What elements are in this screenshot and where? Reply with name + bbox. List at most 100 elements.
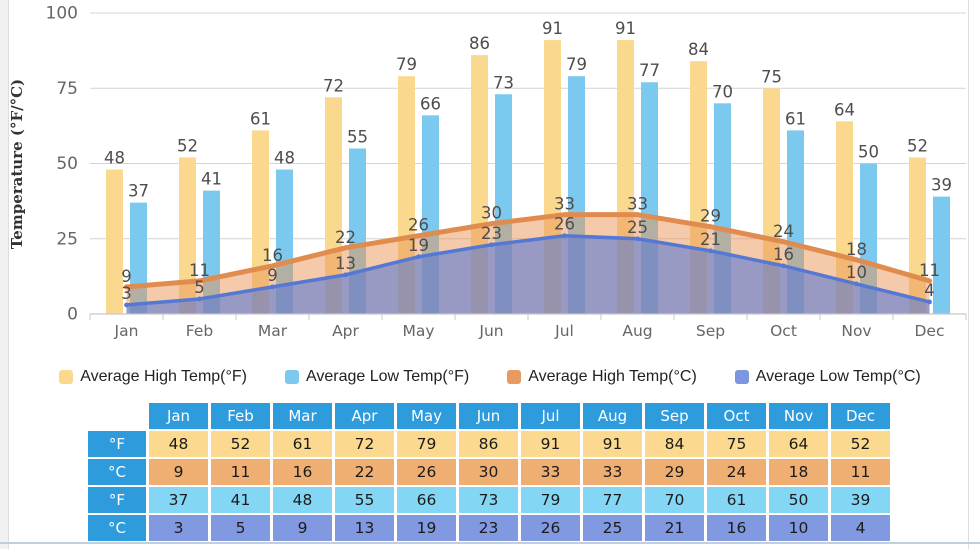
value-label: 16 [262, 246, 283, 265]
table-cell: 52 [211, 431, 270, 457]
table-cell: 33 [521, 459, 580, 485]
table-cell: 77 [583, 487, 642, 513]
area-low-c-point [781, 263, 786, 269]
axes: Jan Feb Mar Apr May Jun Jul Aug Sep Oct Nov Dec [89, 313, 967, 340]
value-label: 11 [189, 261, 210, 280]
table-cell: 33 [583, 459, 642, 485]
table-header-cell: Jan [149, 403, 208, 429]
value-label: 11 [919, 261, 940, 280]
page-left-border [0, 0, 9, 549]
table-cell: 26 [397, 459, 456, 485]
table-cell: 79 [521, 487, 580, 513]
area-series [124, 212, 932, 314]
area-low-c-point [708, 248, 713, 254]
table-header-cell: May [397, 403, 456, 429]
value-label: 23 [481, 224, 502, 243]
value-label: 37 [128, 182, 149, 201]
table-cell: 9 [273, 515, 332, 541]
bar-high-f[interactable] [179, 157, 196, 314]
legend-item-high-f[interactable]: Average High Temp(°F) [59, 368, 247, 386]
y-tick-label: 0 [67, 305, 78, 325]
table-cell: 37 [149, 487, 208, 513]
area-high-c-line[interactable] [124, 212, 932, 290]
table-cell: 11 [831, 459, 890, 485]
table-header-cell: Oct [707, 403, 766, 429]
x-tick-label: Mar [258, 322, 288, 340]
row-label-cell: °F [88, 487, 146, 513]
table-cell: 41 [211, 487, 270, 513]
value-label: 61 [785, 109, 806, 128]
value-label: 79 [396, 55, 417, 74]
table-cell: 24 [707, 459, 766, 485]
legend-swatch-icon [507, 370, 522, 384]
area-low-c-line[interactable] [124, 233, 932, 307]
legend-item-low-f[interactable]: Average Low Temp(°F) [285, 368, 469, 386]
area-low-c-point [927, 299, 932, 305]
bar-low-f[interactable] [933, 196, 950, 314]
row-label-cell: °C [88, 459, 146, 485]
area-low-c-point [197, 296, 202, 302]
value-label: 26 [554, 215, 575, 234]
legend-item-high-c[interactable]: Average High Temp(°C) [507, 368, 697, 386]
bar-high-f[interactable] [106, 169, 123, 314]
value-label: 25 [627, 218, 648, 237]
area-high-c-point [489, 221, 494, 227]
legend-item-low-c[interactable]: Average Low Temp(°C) [734, 368, 921, 386]
table-cell: 79 [397, 431, 456, 457]
table-cell: 16 [707, 515, 766, 541]
area-low-c-point [270, 284, 275, 290]
value-label: 48 [104, 149, 125, 168]
x-tick-label: Oct [770, 322, 797, 340]
value-label: 52 [177, 136, 198, 155]
value-label: 50 [858, 143, 879, 162]
area-high-c-point [854, 257, 859, 263]
table-cell: 10 [769, 515, 828, 541]
table-cell: 61 [707, 487, 766, 513]
value-label: 9 [121, 267, 132, 286]
value-label: 79 [566, 55, 587, 74]
table-cell: 19 [397, 515, 456, 541]
value-label: 9 [267, 266, 278, 285]
table-cell: 11 [211, 459, 270, 485]
area-high-c-point [708, 224, 713, 230]
area-high-c-point [562, 212, 567, 218]
table-cell: 50 [769, 487, 828, 513]
table-header-cell: Nov [769, 403, 828, 429]
value-label: 66 [420, 94, 441, 113]
table-cell: 61 [273, 431, 332, 457]
x-tick-label: May [402, 322, 434, 340]
x-tick-label: Jan [114, 322, 139, 340]
value-label: 55 [347, 127, 368, 146]
area-low-c-point [124, 302, 129, 308]
area-high-c-point [124, 284, 129, 290]
table-cell: 22 [335, 459, 394, 485]
table-cell: 91 [583, 431, 642, 457]
page-right-border [968, 0, 969, 549]
table-cell: 91 [521, 431, 580, 457]
legend-swatch-icon [734, 370, 749, 384]
x-tick-label: Dec [915, 322, 945, 340]
legend-label: Average Low Temp(°C) [755, 368, 921, 385]
table-cell: 48 [273, 487, 332, 513]
y-tick-label: 100 [46, 4, 78, 24]
value-label: 19 [408, 236, 429, 255]
value-label: 24 [773, 222, 794, 241]
table-cell: 16 [273, 459, 332, 485]
area-high-c-point [416, 233, 421, 239]
value-label: 91 [542, 19, 563, 38]
area-low-c-point [343, 272, 348, 278]
table-cell: 23 [459, 515, 518, 541]
y-axis-title: Temperature (°F/°C) [8, 79, 26, 249]
table-cell: 25 [583, 515, 642, 541]
y-tick-label: 25 [56, 229, 78, 249]
x-tick-label: Nov [841, 322, 871, 340]
value-label: 13 [335, 254, 356, 273]
legend-label: Average Low Temp(°F) [306, 368, 470, 385]
table-header-cell: Jul [521, 403, 580, 429]
value-label: 48 [274, 149, 295, 168]
table-header-cell: Dec [831, 403, 890, 429]
table-cell: 75 [707, 431, 766, 457]
area-low-c-point [854, 281, 859, 287]
value-label: 21 [700, 230, 721, 249]
